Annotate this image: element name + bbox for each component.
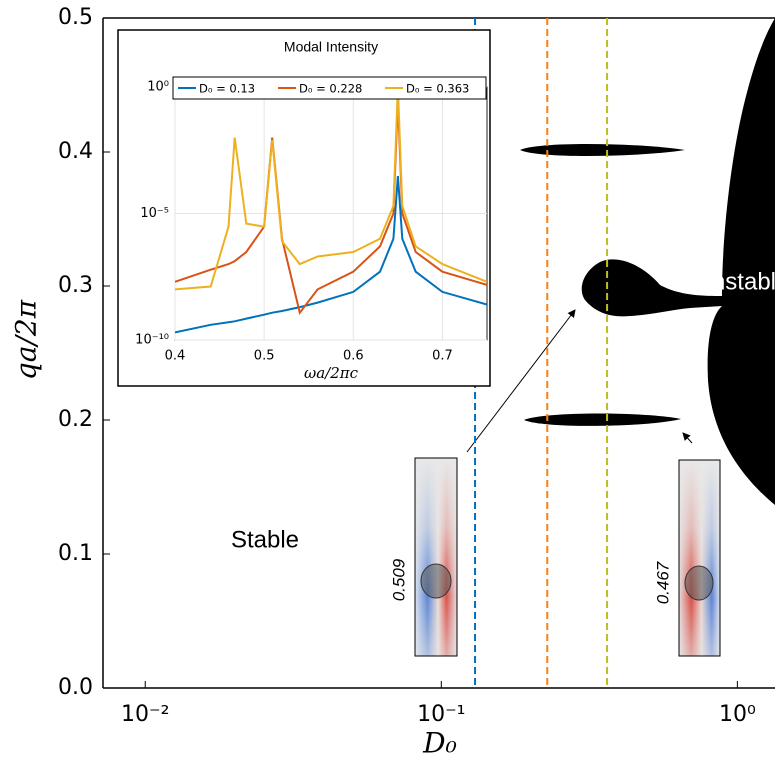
y-tick-label: 0.1 <box>58 541 93 566</box>
axes <box>102 17 775 689</box>
mode-frame <box>414 457 458 657</box>
inset-x-label: ωa/2πc <box>304 364 359 382</box>
y-tick-label: 0.5 <box>58 5 93 30</box>
series-line <box>175 100 487 315</box>
x-tick-label: 10⁻¹ <box>417 702 465 727</box>
unstable-regions <box>520 18 775 505</box>
y-tick-label: 0.3 <box>58 273 93 298</box>
unstable-band <box>520 143 685 157</box>
inset-title: Modal Intensity <box>284 39 378 55</box>
y-tick-label: 10⁰ <box>147 80 169 95</box>
unstable-region <box>581 18 775 505</box>
x-axis-label: D₀ <box>422 727 457 760</box>
x-tick-label: 0.7 <box>432 349 453 364</box>
mode-rod <box>420 563 452 599</box>
mode-profile: 0.509 <box>389 457 458 657</box>
y-tick-label: 0.0 <box>58 675 93 700</box>
stable-label: Stable <box>231 526 299 553</box>
y-tick-label: 0.4 <box>58 139 93 164</box>
y-axis-label: qa/2π <box>10 299 43 380</box>
legend: D₀ = 0.13 D₀ = 0.228 D₀ = 0.363 <box>172 76 487 100</box>
mode-frequency: 0.467 <box>653 561 672 604</box>
x-tick-label: 0.5 <box>254 349 275 364</box>
inset-lines <box>175 87 487 334</box>
x-tick-label: 10⁻² <box>121 702 169 727</box>
unstable-label: Unstable <box>695 268 775 295</box>
legend-box <box>172 76 487 100</box>
x-tick-label: 0.6 <box>343 349 364 364</box>
mode-frequency: 0.509 <box>389 558 408 601</box>
mode-frame <box>678 459 721 657</box>
arrow <box>466 309 576 453</box>
y-tick-label: 10⁻⁵ <box>140 206 169 221</box>
legend-label: D₀ = 0.363 <box>406 82 469 96</box>
legend-label: D₀ = 0.13 <box>199 82 255 96</box>
series-line <box>175 87 487 291</box>
x-tick-label: 0.4 <box>165 349 186 364</box>
y-tick-label: 0.2 <box>58 407 93 432</box>
mode-profile: 0.467 <box>653 459 721 657</box>
unstable-band <box>524 413 681 426</box>
mode-rod <box>684 565 714 601</box>
y-tick-label: 10⁻¹⁰ <box>135 333 169 348</box>
legend-label: D₀ = 0.228 <box>299 82 362 96</box>
inset-plot: Modal Intensity ωa/2πc 0.4 0.5 0.6 0.7 10⁻¹⁰… <box>117 29 491 387</box>
series-line <box>175 176 487 334</box>
x-tick-label: 10⁰ <box>719 702 756 727</box>
arrow <box>682 432 693 444</box>
